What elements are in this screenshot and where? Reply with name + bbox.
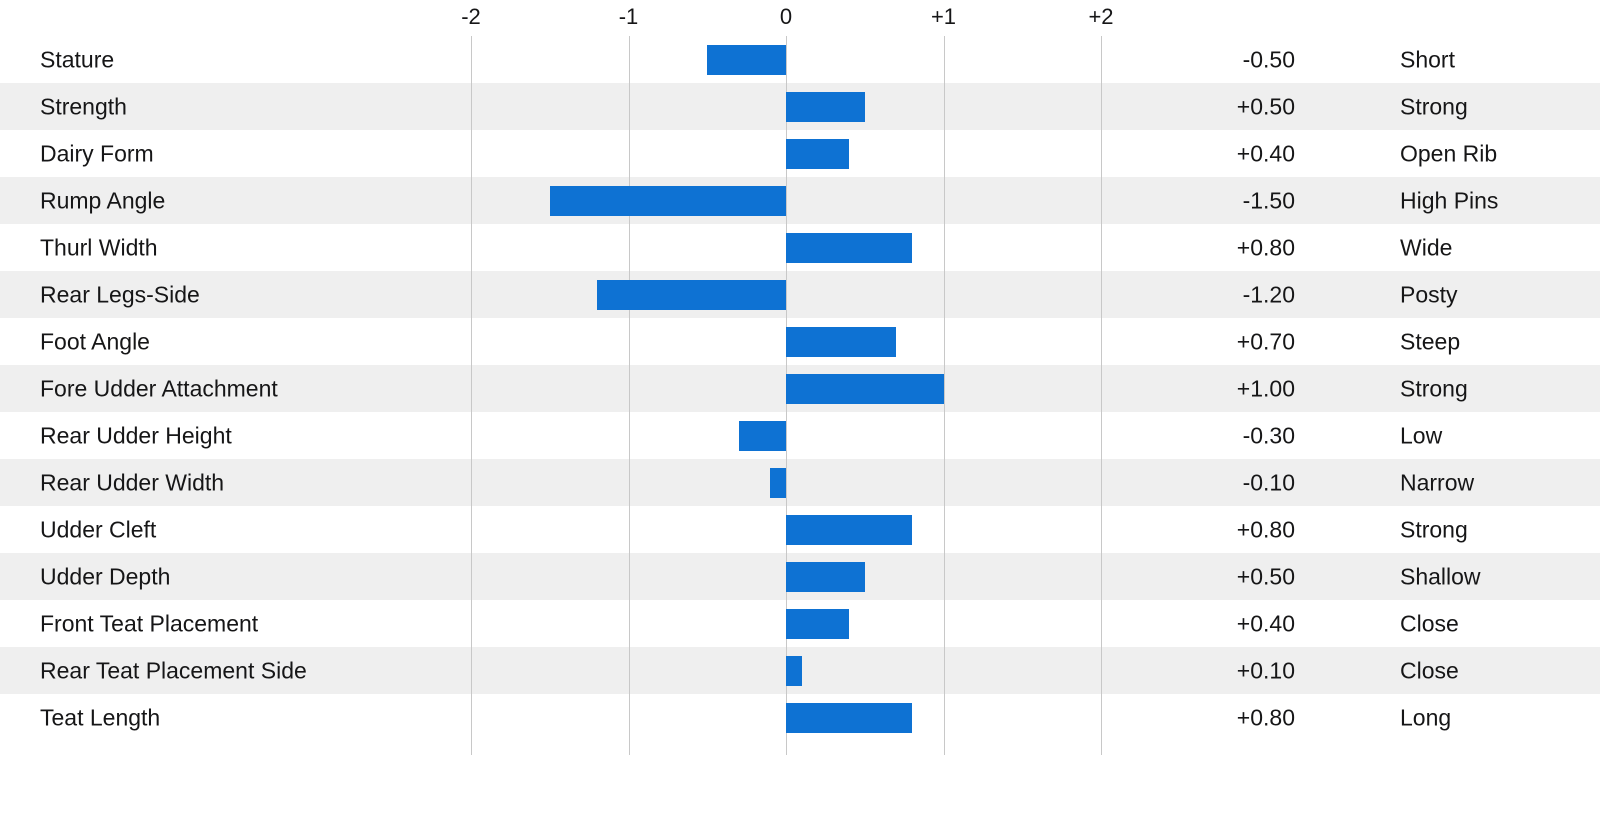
trait-row: Rear Teat Placement Side +0.10 Close bbox=[0, 647, 1600, 694]
trait-row: Fore Udder Attachment +1.00 Strong bbox=[0, 365, 1600, 412]
trait-bar bbox=[549, 185, 786, 216]
trait-descriptor: Low bbox=[1400, 422, 1443, 448]
trait-descriptor: Close bbox=[1400, 610, 1459, 636]
trait-label: Rear Teat Placement Side bbox=[40, 657, 307, 683]
axis-tick-label: -2 bbox=[461, 4, 481, 29]
gridline bbox=[628, 36, 630, 755]
trait-value: +0.50 bbox=[1236, 563, 1295, 589]
trait-row: Rear Udder Height -0.30 Low bbox=[0, 412, 1600, 459]
trait-value: -0.10 bbox=[1242, 469, 1295, 495]
trait-value: -1.50 bbox=[1242, 187, 1295, 213]
trait-row: Stature -0.50 Short bbox=[0, 36, 1600, 83]
trait-label: Teat Length bbox=[40, 704, 161, 730]
trait-label: Foot Angle bbox=[40, 328, 150, 354]
trait-bar bbox=[786, 514, 912, 545]
trait-label: Thurl Width bbox=[40, 234, 158, 260]
trait-value: -0.30 bbox=[1242, 422, 1295, 448]
trait-row: Rump Angle -1.50 High Pins bbox=[0, 177, 1600, 224]
trait-value: +0.50 bbox=[1236, 93, 1295, 119]
gridline bbox=[943, 36, 945, 755]
trait-value: +0.70 bbox=[1236, 328, 1295, 354]
trait-descriptor: Strong bbox=[1400, 516, 1468, 542]
trait-descriptor: Long bbox=[1400, 704, 1452, 730]
trait-rows: Stature -0.50 Short Strength +0.50 Strong Dair… bbox=[0, 36, 1600, 741]
trait-value: -1.20 bbox=[1242, 281, 1295, 307]
trait-value: +0.40 bbox=[1236, 140, 1295, 166]
trait-bar bbox=[786, 138, 849, 169]
trait-row: Front Teat Placement +0.40 Close bbox=[0, 600, 1600, 647]
trait-descriptor: Short bbox=[1400, 46, 1455, 72]
axis-tick-label: -1 bbox=[618, 4, 639, 29]
axis-tick-label: +1 bbox=[930, 4, 957, 29]
trait-label: Strength bbox=[40, 93, 127, 119]
trait-bar bbox=[786, 561, 865, 592]
trait-label: Rear Legs-Side bbox=[40, 281, 200, 307]
trait-label: Rump Angle bbox=[40, 187, 166, 213]
trait-label: Rear Udder Height bbox=[40, 422, 232, 448]
trait-row: Teat Length +0.80 Long bbox=[0, 694, 1600, 741]
trait-bar bbox=[786, 608, 849, 639]
trait-descriptor: Strong bbox=[1400, 375, 1468, 401]
axis-tick-label: 0 bbox=[779, 4, 793, 29]
trait-bar bbox=[597, 279, 786, 310]
trait-descriptor: Steep bbox=[1400, 328, 1461, 354]
trait-descriptor: Posty bbox=[1400, 281, 1458, 307]
trait-label: Dairy Form bbox=[40, 140, 154, 166]
trait-descriptor: Open Rib bbox=[1400, 140, 1498, 166]
trait-bar bbox=[786, 232, 912, 263]
trait-bar bbox=[770, 467, 786, 498]
trait-row: Dairy Form +0.40 Open Rib bbox=[0, 130, 1600, 177]
trait-bar bbox=[786, 702, 912, 733]
trait-value: +0.80 bbox=[1236, 234, 1295, 260]
trait-row: Thurl Width +0.80 Wide bbox=[0, 224, 1600, 271]
axis-row: -2 -1 0 +1 +2 bbox=[0, 0, 1600, 36]
trait-label: Front Teat Placement bbox=[40, 610, 259, 636]
trait-bar bbox=[786, 326, 897, 357]
trait-row: Rear Udder Width -0.10 Narrow bbox=[0, 459, 1600, 506]
axis-tick-label: +2 bbox=[1088, 4, 1114, 29]
trait-label: Stature bbox=[40, 46, 115, 72]
trait-descriptor: Strong bbox=[1400, 93, 1468, 119]
trait-value: +0.80 bbox=[1236, 516, 1295, 542]
gridline bbox=[1101, 36, 1102, 755]
trait-bar bbox=[707, 44, 786, 75]
trait-row: Foot Angle +0.70 Steep bbox=[0, 318, 1600, 365]
trait-label: Fore Udder Attachment bbox=[40, 375, 278, 401]
trait-row: Udder Depth +0.50 Shallow bbox=[0, 553, 1600, 600]
trait-descriptor: Shallow bbox=[1400, 563, 1481, 589]
trait-descriptor: Wide bbox=[1400, 234, 1453, 260]
trait-label: Rear Udder Width bbox=[40, 469, 225, 495]
trait-value: +1.00 bbox=[1236, 375, 1295, 401]
trait-descriptor: High Pins bbox=[1400, 187, 1499, 213]
trait-descriptor: Narrow bbox=[1400, 469, 1475, 495]
trait-label: Udder Cleft bbox=[40, 516, 157, 542]
trait-value: +0.10 bbox=[1236, 657, 1295, 683]
trait-descriptor: Close bbox=[1400, 657, 1459, 683]
trait-value: +0.40 bbox=[1236, 610, 1295, 636]
trait-row: Udder Cleft +0.80 Strong bbox=[0, 506, 1600, 553]
trait-bar bbox=[786, 373, 944, 404]
trait-bar bbox=[786, 91, 865, 122]
gridline bbox=[471, 36, 472, 755]
trait-label: Udder Depth bbox=[40, 563, 171, 589]
trait-row: Strength +0.50 Strong bbox=[0, 83, 1600, 130]
trait-bar bbox=[738, 420, 786, 451]
trait-row: Rear Legs-Side -1.20 Posty bbox=[0, 271, 1600, 318]
trait-bar bbox=[786, 655, 802, 686]
trait-value: -0.50 bbox=[1242, 46, 1295, 72]
trait-value: +0.80 bbox=[1236, 704, 1295, 730]
